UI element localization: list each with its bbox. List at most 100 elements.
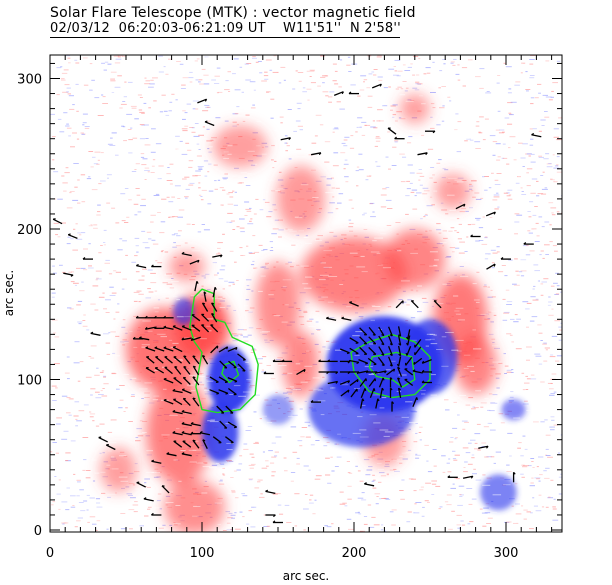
field-vector-head — [349, 301, 352, 303]
noise-speck — [517, 176, 521, 178]
noise-speck — [103, 308, 107, 310]
streak — [367, 209, 374, 211]
field-vector — [405, 357, 413, 366]
noise-speck — [67, 57, 71, 59]
streak — [223, 157, 230, 159]
noise-speck — [488, 393, 493, 395]
noise-speck — [282, 392, 288, 394]
streak — [151, 507, 160, 509]
streak — [449, 209, 456, 211]
noise-speck — [409, 172, 415, 174]
streak — [470, 130, 477, 132]
streak — [534, 491, 540, 493]
streak — [297, 135, 305, 137]
noise-speck — [191, 131, 196, 133]
noise-speck — [220, 204, 224, 206]
field-vector — [455, 203, 466, 210]
field-vector — [201, 324, 210, 333]
streak — [516, 63, 523, 65]
field-vector — [192, 397, 200, 407]
field-vector — [225, 436, 234, 444]
noise-speck — [508, 88, 512, 90]
noise-speck — [271, 442, 276, 444]
noise-speck — [525, 254, 531, 256]
noise-speck — [443, 237, 448, 239]
noise-speck — [491, 262, 495, 264]
noise-speck — [66, 243, 71, 245]
noise-speck — [316, 329, 321, 330]
noise-speck — [52, 265, 55, 267]
noise-speck — [127, 495, 133, 496]
noise-speck — [86, 509, 89, 511]
noise-speck — [66, 356, 70, 358]
noise-speck — [221, 265, 226, 267]
streak — [536, 372, 541, 374]
noise-speck — [186, 223, 191, 225]
streak — [535, 151, 540, 153]
noise-speck — [533, 264, 539, 266]
noise-speck — [308, 425, 311, 427]
streak — [205, 318, 214, 320]
noise-speck — [107, 177, 109, 179]
noise-speck — [251, 290, 254, 292]
noise-speck — [487, 409, 491, 411]
noise-speck — [314, 343, 319, 345]
streak — [541, 186, 551, 188]
noise-speck — [481, 442, 487, 444]
field-vector-head — [335, 371, 339, 375]
noise-speck — [454, 129, 458, 131]
noise-speck — [314, 499, 317, 501]
noise-speck — [101, 395, 108, 397]
noise-speck — [95, 498, 101, 500]
noise-speck — [121, 220, 126, 222]
noise-speck — [448, 528, 453, 530]
noise-speck — [72, 505, 75, 506]
streak — [312, 150, 320, 152]
noise-speck — [380, 194, 387, 196]
streak — [214, 297, 223, 299]
noise-speck — [155, 260, 158, 262]
streak — [503, 97, 508, 98]
streak — [429, 265, 438, 267]
streak — [319, 279, 326, 281]
streak — [282, 279, 292, 281]
noise-speck — [539, 254, 542, 256]
streak — [377, 104, 384, 106]
noise-speck — [549, 356, 556, 358]
noise-speck — [88, 267, 94, 269]
streak — [95, 194, 99, 195]
streak — [268, 294, 274, 296]
streak — [155, 144, 164, 146]
noise-speck — [102, 292, 105, 294]
field-vector — [350, 388, 358, 398]
streak — [311, 111, 320, 113]
noise-speck — [358, 513, 362, 515]
streak — [144, 259, 152, 261]
noise-speck — [396, 75, 401, 77]
streak — [142, 56, 148, 58]
noise-speck — [415, 454, 421, 456]
noise-speck — [461, 420, 468, 422]
noise-speck — [126, 493, 133, 495]
noise-speck — [327, 212, 334, 214]
noise-speck — [482, 525, 487, 527]
streak — [336, 112, 345, 114]
streak — [453, 439, 463, 441]
noise-speck — [83, 84, 89, 86]
streak — [451, 129, 459, 131]
noise-speck — [509, 136, 516, 138]
field-vector-head — [272, 359, 276, 362]
noise-speck — [361, 499, 367, 501]
noise-speck — [442, 105, 445, 107]
noise-speck — [53, 332, 57, 334]
noise-speck — [529, 59, 535, 60]
noise-speck — [95, 425, 100, 427]
streak — [249, 524, 253, 526]
noise-speck — [88, 356, 92, 357]
streak — [184, 157, 188, 159]
noise-speck — [548, 99, 553, 101]
noise-speck — [401, 479, 405, 481]
noise-speck — [77, 380, 81, 382]
noise-speck — [398, 117, 402, 119]
